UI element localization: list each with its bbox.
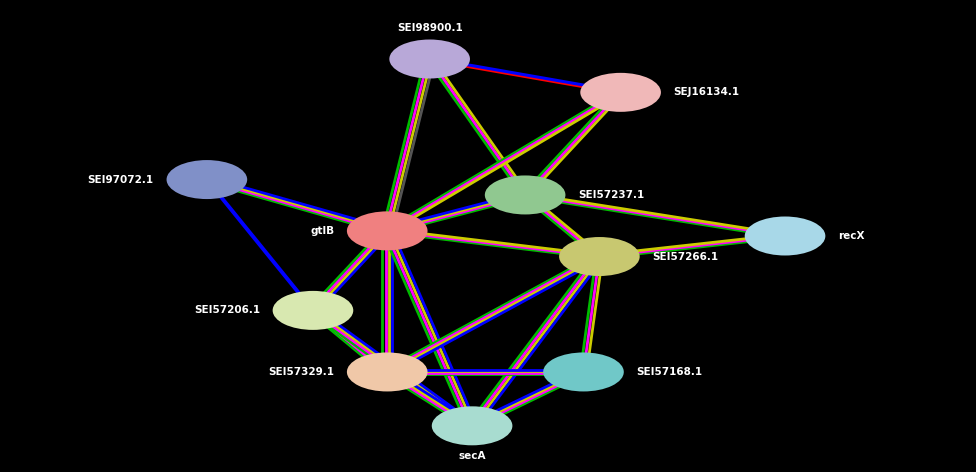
Text: secA: secA <box>459 452 486 462</box>
Text: SEJ16134.1: SEJ16134.1 <box>673 87 740 97</box>
Circle shape <box>346 211 427 250</box>
Circle shape <box>389 40 470 78</box>
Text: recX: recX <box>838 231 865 241</box>
Text: SEI57206.1: SEI57206.1 <box>194 305 260 315</box>
Circle shape <box>745 217 826 255</box>
Text: SEI57266.1: SEI57266.1 <box>652 252 718 261</box>
Text: gtlB: gtlB <box>310 226 334 236</box>
Text: SEI97072.1: SEI97072.1 <box>88 175 154 185</box>
Circle shape <box>346 353 427 391</box>
Text: SEI98900.1: SEI98900.1 <box>397 23 463 34</box>
Circle shape <box>581 73 661 112</box>
Circle shape <box>544 353 624 391</box>
Circle shape <box>485 176 565 214</box>
Circle shape <box>559 237 639 276</box>
Circle shape <box>167 160 247 199</box>
Circle shape <box>272 291 353 330</box>
Circle shape <box>431 406 512 445</box>
Text: SEI57329.1: SEI57329.1 <box>268 367 334 377</box>
Text: SEI57237.1: SEI57237.1 <box>578 190 644 200</box>
Text: SEI57168.1: SEI57168.1 <box>636 367 703 377</box>
